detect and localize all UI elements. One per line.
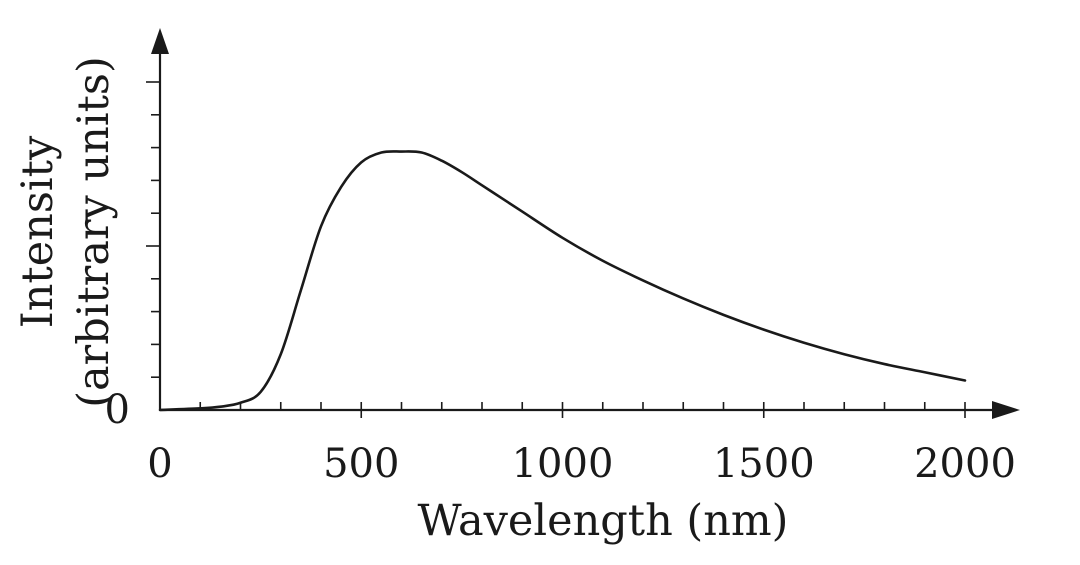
x-axis-title: Wavelength (nm) <box>418 496 789 546</box>
x-tick-label: 500 <box>323 441 399 487</box>
axes <box>151 28 1020 419</box>
y-axis-title: Intensity (arbitrary units) <box>13 56 119 408</box>
y-tick-label: 0 <box>105 387 130 433</box>
x-tick-label: 1500 <box>713 441 815 487</box>
tick-labels: 0 500 1000 1500 2000 0 <box>105 387 1016 487</box>
y-axis-arrowhead <box>151 28 169 54</box>
x-axis-arrowhead <box>992 401 1020 419</box>
x-tick-label: 2000 <box>914 441 1016 487</box>
ticks <box>146 81 966 418</box>
x-tick-label: 1000 <box>512 441 614 487</box>
y-axis-title-line-2: (arbitrary units) <box>69 56 119 408</box>
y-axis-title-line-1: Intensity <box>13 135 63 328</box>
series-curve <box>158 150 967 412</box>
x-tick-label: 0 <box>147 441 172 487</box>
